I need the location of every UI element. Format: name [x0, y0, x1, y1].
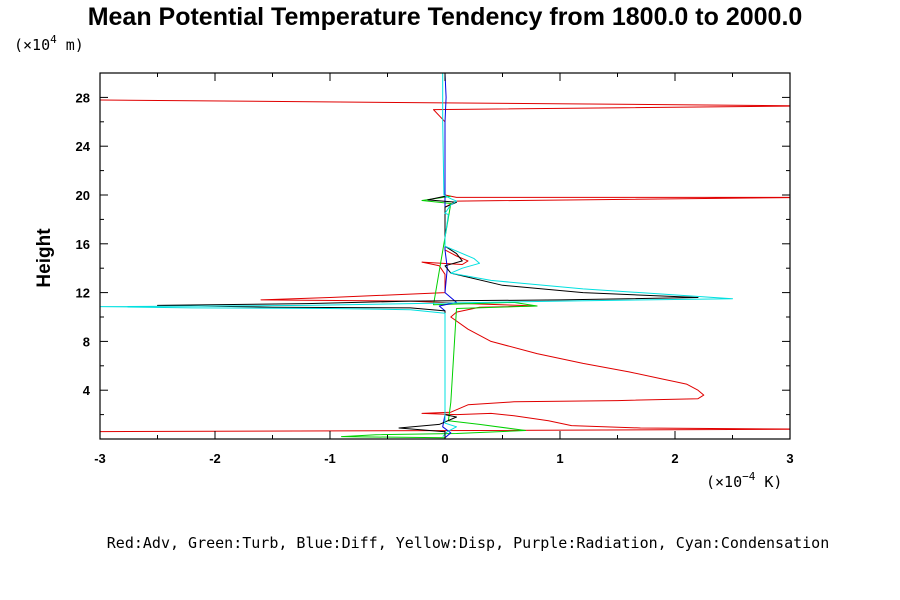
- y-axis-unit: (×104 m): [14, 33, 84, 54]
- y-tick-label: 24: [76, 139, 91, 154]
- x-tick-label: -1: [324, 451, 336, 466]
- x-tick-label: -3: [94, 451, 106, 466]
- chart-title: Mean Potential Temperature Tendency from…: [88, 3, 803, 31]
- x-axis-unit: (×10−4 K): [706, 470, 782, 491]
- legend: Red:Adv, Green:Turb, Blue:Diff, Yellow:D…: [107, 534, 829, 552]
- plot-frame: [99, 72, 791, 440]
- x-tick-label: 3: [786, 451, 793, 466]
- x-tick-label: 1: [556, 451, 563, 466]
- series-line-diff: [438, 73, 457, 439]
- x-tick-label: -2: [209, 451, 221, 466]
- series-line-disp: [157, 195, 699, 433]
- y-tick-label: 28: [76, 90, 90, 105]
- x-tick-label: 2: [671, 451, 678, 466]
- y-tick-label: 4: [83, 383, 91, 398]
- x-tick-label: 0: [441, 451, 448, 466]
- series-line-turb: [341, 195, 538, 439]
- series-layer: [100, 73, 790, 439]
- y-tick-label: 16: [76, 237, 90, 252]
- series-line-condensation: [100, 73, 733, 437]
- y-tick-label: 12: [76, 286, 90, 301]
- y-axis-label: Height: [34, 228, 55, 288]
- y-tick-label: 8: [83, 334, 90, 349]
- y-tick-label: 20: [76, 188, 90, 203]
